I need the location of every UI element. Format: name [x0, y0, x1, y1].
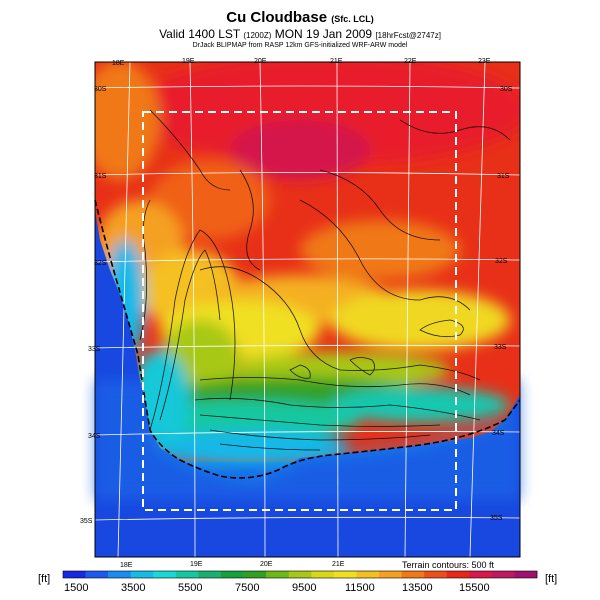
lat-right-0: 30S [500, 86, 513, 93]
colorbar-swatch [379, 571, 402, 578]
lat-left-2: 32S [94, 260, 107, 267]
colorbar-tick-6: 13500 [402, 582, 433, 594]
lat-left-4: 34S [88, 433, 101, 440]
colorbar-tick-4: 9500 [292, 582, 317, 594]
colorbar-swatch [108, 571, 132, 578]
colorbar-swatch [221, 571, 244, 578]
lon-top-0: 18E [112, 60, 125, 67]
colorbar-swatch [469, 571, 493, 578]
colorbar-swatch [356, 571, 380, 578]
valid-date: MON 19 Jan 2009 [274, 27, 373, 41]
colorbar-tick-1: 3500 [121, 582, 146, 594]
terrain-contours [139, 109, 511, 451]
lat-left-0: 30S [94, 86, 107, 93]
colorbar-tick-3: 7500 [235, 582, 260, 594]
colorbar-swatch [198, 571, 222, 578]
lat-right-3: 33S [494, 344, 507, 351]
colorbar-tick-0: 1500 [64, 582, 89, 594]
colorbar-swatch [424, 571, 448, 578]
colorbar-swatch [153, 571, 177, 578]
lon-top-1: 19E [182, 58, 195, 65]
colorbar-swatch [491, 571, 515, 578]
lat-left-5: 35S [80, 518, 93, 525]
colorbar-tick-5: 11500 [345, 582, 375, 594]
colorbar-swatch [130, 571, 154, 578]
domain-box [142, 111, 457, 511]
lat-right-4: 34S [492, 430, 505, 437]
valid-time-line: Valid 1400 LST (1200Z) MON 19 Jan 2009 [… [0, 27, 600, 41]
colorbar-unit-right: [ft] [545, 573, 558, 585]
model-credit: DrJack BLIPMAP from RASP 12km GFS-initia… [192, 42, 408, 49]
lon-labels-bottom: 18E 19E 20E 21E [120, 561, 345, 569]
lat-labels-left: 30S 31S 32S 33S 34S 35S [80, 86, 107, 525]
lon-top-3: 21E [330, 58, 343, 65]
lat-left-1: 31S [94, 173, 107, 180]
colorbar-swatch [333, 571, 357, 578]
lon-top-5: 23E [478, 58, 491, 65]
land-field [95, 62, 520, 466]
colorbar-swatch [514, 571, 538, 578]
title-text: Cu Cloudbase [226, 9, 328, 26]
lon-top-4: 22E [404, 58, 417, 65]
lon-bottom-1: 19E [190, 561, 203, 568]
colorbar-swatch [243, 571, 267, 578]
colorbar-swatch [63, 571, 86, 578]
lon-bottom-2: 20E [260, 561, 273, 568]
colorbar-unit-left: [ft] [38, 573, 51, 585]
lon-labels-top: 18E 19E 20E 21E 22E 23E [112, 58, 491, 67]
lat-right-1: 31S [497, 173, 510, 180]
title-suffix: (Sfc. LCL) [331, 14, 374, 24]
colorbar-swatch [288, 571, 312, 578]
terrain-note: Terrain contours: 500 ft [402, 560, 495, 570]
forecast-hint: [18hrFcst@2747z] [375, 31, 441, 40]
lon-top-2: 20E [254, 58, 267, 65]
lat-labels-right: 30S 31S 32S 33S 34S 35S [490, 86, 513, 522]
lon-bottom-3: 21E [332, 561, 345, 568]
map-title: Cu Cloudbase (Sfc. LCL) [0, 9, 600, 26]
coastline [94, 199, 521, 479]
lat-left-3: 33S [88, 346, 101, 353]
colorbar-swatch [401, 571, 425, 578]
colorbar-swatch [266, 571, 290, 578]
colorbar-swatch [85, 571, 109, 578]
lon-bottom-0: 18E [120, 562, 133, 569]
colorbar [62, 570, 538, 579]
colorbar-swatch [175, 571, 199, 578]
valid-utc: (1200Z) [243, 31, 272, 40]
colorbar-swatch [311, 571, 335, 578]
valid-time: Valid 1400 LST [159, 27, 241, 41]
colorbar-tick-7: 15500 [459, 582, 490, 594]
map-frame [94, 61, 521, 558]
colorbar-tick-2: 5500 [178, 582, 203, 594]
colorbar-frame [62, 570, 538, 579]
lat-right-2: 32S [495, 258, 508, 265]
colorbar-swatch [446, 571, 470, 578]
lat-right-5: 35S [490, 515, 503, 522]
